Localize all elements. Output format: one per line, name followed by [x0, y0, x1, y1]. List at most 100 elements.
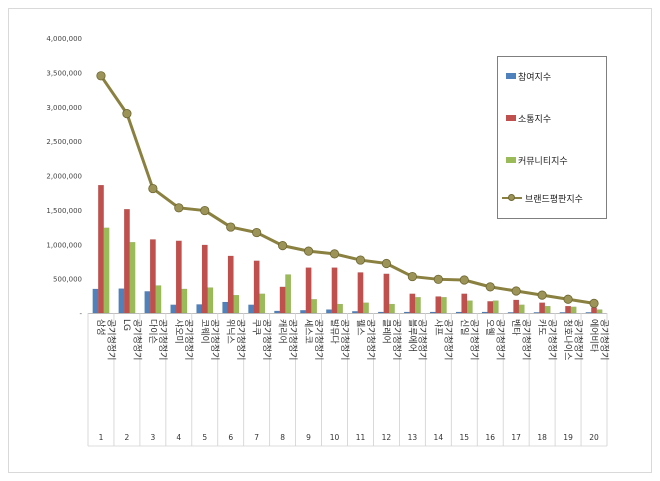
category-label-part: 삼성	[95, 319, 106, 336]
category-label: 샤프공기청정기	[432, 319, 453, 360]
category-label-part: 공기청정기	[287, 319, 298, 360]
rank-label: 16	[485, 433, 495, 442]
bar-3	[233, 294, 240, 314]
legend-item-communication: 소통지수	[506, 111, 551, 125]
bar-1	[248, 304, 255, 314]
category-label-part: 공기청정기	[546, 319, 557, 360]
rank-label: 14	[434, 433, 444, 442]
bar-2	[487, 301, 494, 314]
category-label: 삼성공기청정기	[95, 319, 116, 360]
brand-index-point	[511, 286, 521, 296]
category-label-part: 공기청정기	[105, 319, 116, 360]
rank-label: 4	[176, 433, 181, 442]
bar-1	[144, 291, 151, 314]
category-label-part: 공기청정기	[417, 319, 428, 360]
rank-label: 8	[280, 433, 285, 442]
category-label-part: 다이슨	[147, 319, 158, 344]
category-label-part: 공기청정기	[495, 319, 506, 360]
y-tick-label: 1,500,000	[46, 207, 82, 215]
category-label: 쿠쿠공기청정기	[251, 319, 272, 360]
category-label-part: 클레어	[380, 319, 391, 344]
bar-1	[196, 304, 203, 314]
legend-label-participation: 참여지수	[518, 72, 552, 83]
y-tick-label: 2,500,000	[46, 138, 82, 146]
category-label: 샤오미공기청정기	[173, 319, 194, 360]
bar-1	[378, 311, 384, 314]
category-label-part: 샤프	[432, 319, 443, 336]
legend-label-brand-index: 브랜드평판지수	[525, 194, 583, 205]
brand-index-point	[200, 205, 210, 216]
legend-item-participation: 참여지수	[506, 69, 551, 83]
category-label: 청호나이스공기청정기	[562, 319, 583, 360]
rank-label: 5	[202, 433, 207, 442]
bar-3	[492, 300, 499, 314]
rank-label: 19	[563, 433, 573, 442]
bar-1	[118, 288, 125, 314]
category-label-part: 공기청정기	[183, 319, 194, 360]
rank-label: 20	[589, 433, 599, 442]
rank-label: 1	[99, 433, 104, 442]
brand-index-point	[433, 274, 443, 284]
rank-label: 12	[382, 433, 392, 442]
category-label-part: 공기청정기	[598, 319, 609, 360]
category-label: 발뮤다공기청정기	[329, 319, 350, 360]
bar-3	[129, 242, 136, 314]
category-label-part: 공기청정기	[521, 319, 532, 360]
y-tick-label: 3,000,000	[46, 104, 82, 112]
bar-2	[253, 260, 260, 314]
category-label-part: 공기청정기	[235, 319, 246, 360]
legend-swatch-communication	[506, 115, 516, 121]
y-tick-label: 1,000,000	[46, 241, 82, 249]
legend-item-community: 커뮤니티지수	[506, 153, 568, 167]
category-label-part: 위닉스	[225, 319, 236, 344]
brand-index-point	[537, 290, 547, 300]
category-label: 에어비타공기청정기	[588, 319, 609, 360]
bar-2	[357, 272, 364, 314]
bar-1	[481, 311, 488, 314]
category-label-part: 카도	[536, 319, 547, 336]
rank-label: 6	[228, 433, 233, 442]
bar-2	[124, 209, 130, 314]
legend-line-marker	[502, 194, 522, 201]
bar-1	[92, 288, 99, 314]
bar-2	[149, 239, 156, 314]
category-label-part: 공기청정기	[443, 319, 454, 360]
bar-3	[337, 303, 343, 314]
category-label-part: 에어비타	[588, 319, 599, 353]
bar-3	[518, 304, 525, 314]
category-label: 신일공기청정기	[458, 319, 479, 360]
category-label-part: 공기청정기	[391, 319, 402, 360]
category-label-part: 쿠쿠	[251, 319, 262, 336]
bar-1	[403, 311, 410, 314]
category-label-part: LG	[121, 319, 131, 331]
bar-1	[455, 311, 462, 314]
y-tick-label: 2,000,000	[46, 173, 82, 181]
brand-index-point	[278, 241, 288, 251]
bar-2	[331, 267, 338, 314]
category-label-part: 공기청정기	[469, 319, 480, 360]
brand-index-point	[381, 258, 392, 269]
y-tick-label: -	[79, 310, 82, 318]
legend-label-communication: 소통지수	[518, 114, 552, 125]
rank-label: 3	[150, 433, 155, 442]
bar-1	[559, 312, 566, 314]
bar-2	[539, 302, 546, 314]
category-label-part: 벤타	[510, 319, 521, 336]
bar-2	[227, 255, 234, 314]
bar-2	[383, 273, 390, 314]
category-label: 코웨이공기청정기	[199, 319, 220, 360]
category-label-part: 샤오미	[173, 319, 184, 344]
category-label-part: 세스코	[303, 319, 314, 344]
bar-2	[513, 299, 520, 314]
rank-label: 11	[356, 433, 366, 442]
bar-1	[429, 311, 436, 314]
bar-3	[389, 303, 395, 314]
category-label: 오웰공기청정기	[484, 319, 505, 360]
brand-index-point	[563, 294, 573, 304]
brand-index-point	[459, 275, 469, 285]
category-label-part: 신일	[458, 319, 469, 336]
brand-index-point	[589, 298, 599, 308]
brand-index-point	[122, 109, 132, 119]
brand-index-point	[329, 249, 340, 259]
